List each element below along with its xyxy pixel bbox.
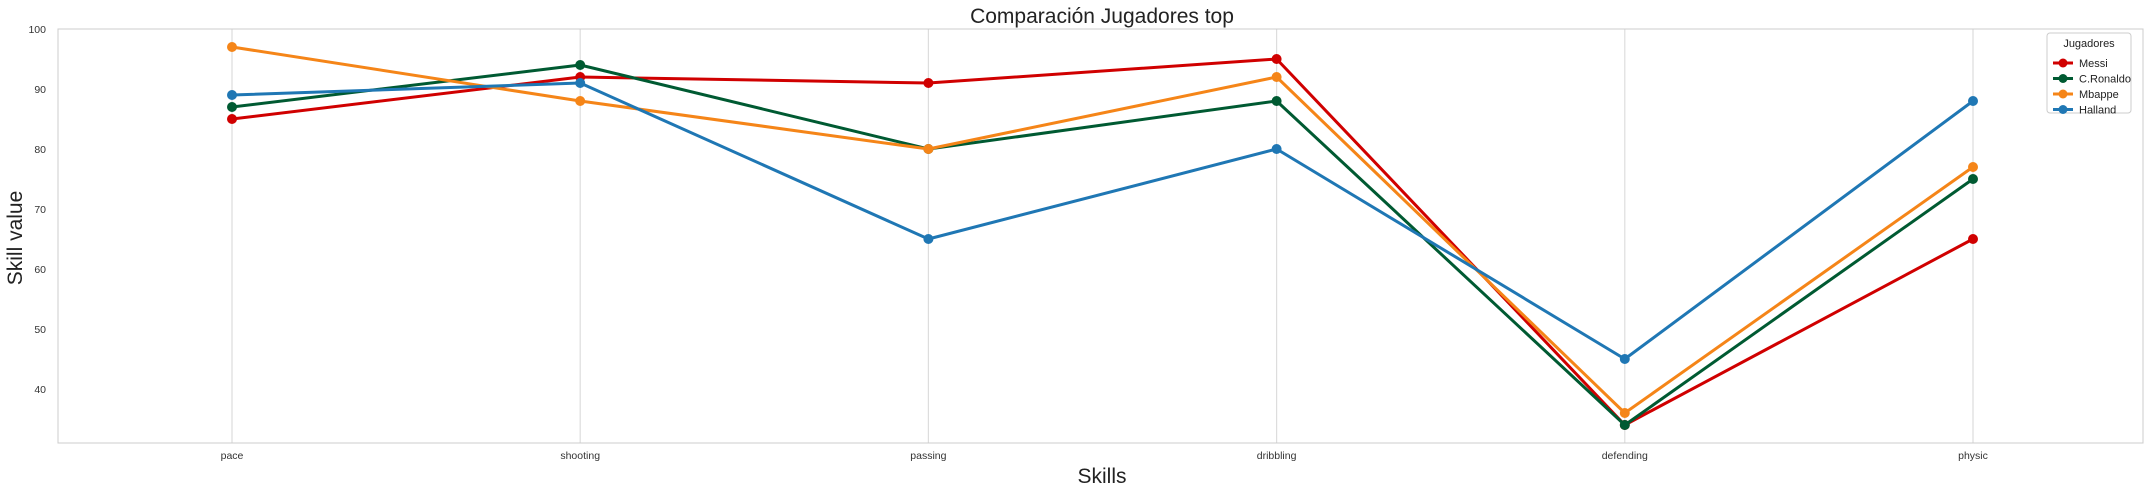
y-tick-label: 80 [34,144,46,156]
legend-item-halland: Halland [2053,105,2116,117]
y-axis-label: Skill value [4,191,27,286]
legend-swatch-marker [2058,89,2068,99]
legend-label-messi: Messi [2079,58,2108,70]
y-tick-label: 90 [34,84,46,96]
series-c-ronaldo [227,60,1978,430]
point-mbappe-pace [227,42,237,52]
point-c-ronaldo-defending [1619,420,1630,430]
x-axis-label: Skills [1077,465,1126,488]
y-tick-label: 100 [28,24,46,36]
x-tick-label-defending: defending [1602,450,1648,462]
x-tick-label-passing: passing [910,450,946,462]
legend-title: Jugadores [2063,38,2115,50]
y-axis-ticks: 40 50 60 70 80 90 100 [28,24,46,396]
point-halland-pace [227,90,237,100]
legend-label-halland: Halland [2079,105,2116,117]
series-messi [227,54,1978,430]
point-messi-dribbling [1271,54,1282,64]
legend-label-c-ronaldo: C.Ronaldo [2079,74,2131,86]
legend-swatch-marker [2058,58,2068,68]
point-c-ronaldo-pace [227,102,237,112]
point-mbappe-defending [1619,408,1630,418]
x-axis-ticks: pace shooting passing dribbling defending phy… [221,450,1988,462]
x-tick-label-shooting: shooting [560,450,600,462]
y-tick-label: 50 [34,324,46,336]
legend-item-messi: Messi [2053,58,2108,70]
y-tick-label: 70 [34,204,46,216]
series-line-halland [231,81,1974,361]
point-mbappe-passing [923,144,934,154]
chart-title: Comparación Jugadores top [970,5,1234,28]
series-line-mbappe [231,45,1974,415]
grid [231,29,1974,443]
point-halland-passing [923,234,934,244]
point-c-ronaldo-dribbling [1271,96,1282,106]
point-mbappe-shooting [575,96,586,106]
y-tick-label: 60 [34,264,46,276]
x-tick-label-pace: pace [221,450,244,462]
point-c-ronaldo-shooting [575,60,586,70]
point-mbappe-physic [1968,162,1978,172]
point-halland-dribbling [1271,144,1282,154]
series-mbappe [227,42,1978,418]
series-line-c-ronaldo [231,63,1974,427]
plot-frame [57,28,2144,444]
legend-label-mbappe: Mbappe [2079,89,2119,101]
legend-item-mbappe: Mbappe [2053,89,2119,101]
x-tick-label-dribbling: dribbling [1257,450,1297,462]
legend-swatch-marker [2058,105,2068,114]
point-halland-physic [1968,96,1978,106]
point-halland-shooting [575,78,586,88]
series-halland [227,78,1978,364]
series-group [227,42,1978,430]
legend-swatch-marker [2058,74,2068,83]
point-c-ronaldo-physic [1968,174,1978,184]
y-tick-label: 40 [34,384,46,396]
point-mbappe-dribbling [1271,72,1282,82]
x-tick-label-physic: physic [1958,450,1988,462]
legend: Jugadores Messi C.Ronaldo Mbappe Halland [2046,32,2132,117]
legend-item-c-ronaldo: C.Ronaldo [2053,74,2131,86]
point-messi-pace [227,114,237,124]
point-halland-defending [1619,354,1630,364]
point-messi-physic [1968,234,1978,244]
point-messi-passing [923,78,934,88]
